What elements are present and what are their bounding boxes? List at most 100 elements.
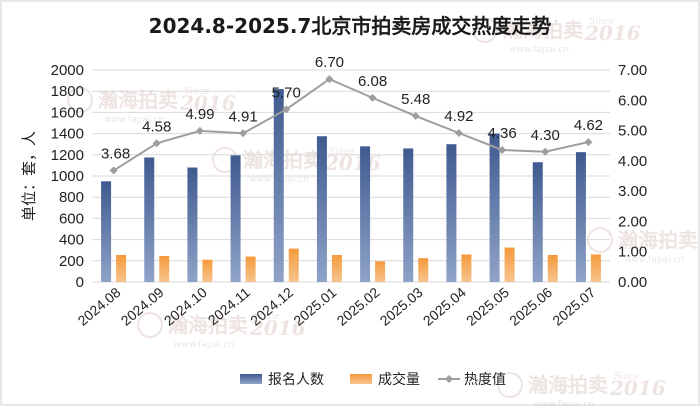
heat-value-label: 6.08	[358, 73, 387, 90]
bar-deals	[418, 258, 429, 282]
watermark-year: 2016	[179, 91, 236, 115]
bar-applicants	[144, 157, 155, 282]
heat-value-label: 4.58	[142, 118, 171, 135]
bar-deals	[461, 254, 472, 282]
y-left-tick-label: 800	[59, 189, 84, 206]
watermark-url: www.fapai.cn	[624, 255, 684, 265]
y-right-tick-label: 1.00	[618, 244, 647, 261]
watermark-url: www.fapai.cn	[509, 45, 569, 55]
legend: 报名人数 成交量 热度值	[240, 371, 506, 388]
bar-applicants	[489, 133, 500, 282]
y-axis-left-ticks: 0 200 400 600 800 1000 1200 1400 1600 1800 2000	[51, 62, 84, 291]
bar-deals	[202, 259, 213, 282]
heat-point	[454, 128, 463, 137]
bar-deals	[116, 254, 127, 282]
bar-applicants	[230, 155, 241, 282]
heat-point	[541, 147, 550, 156]
heat-point	[325, 75, 334, 84]
y-axis-label: 单位：套，人	[20, 131, 38, 221]
watermark-brand: 瀚海拍卖	[503, 18, 583, 42]
watermark-since: Since	[329, 147, 354, 157]
watermark-since: Since	[589, 17, 614, 27]
legend-label-heat: 热度值	[464, 372, 506, 388]
y-right-tick-label: 7.00	[618, 62, 647, 79]
watermark-since: Since	[254, 312, 279, 322]
heat-point	[368, 93, 377, 102]
y-right-tick-label: 4.00	[618, 153, 647, 170]
bar-deals	[590, 254, 601, 282]
y-right-tick-label: 6.00	[618, 92, 647, 109]
watermark-seal-icon	[472, 17, 498, 43]
heat-value-label: 5.70	[272, 84, 301, 101]
heat-value-label: 4.30	[531, 127, 560, 144]
watermark-year: 2016	[609, 376, 666, 400]
y-right-tick-label: 2.00	[618, 213, 647, 230]
watermark-seal-icon	[137, 312, 163, 338]
bar-applicants	[532, 162, 543, 282]
heat-line-path	[113, 77, 589, 172]
y-left-tick-label: 200	[59, 253, 84, 270]
watermark-year: 2016	[249, 316, 306, 340]
heat-point	[109, 166, 118, 175]
bar-deals	[159, 256, 170, 282]
watermark-layer: 瀚海拍卖Since2016www.fapai.cn瀚海拍卖Since2016ww…	[67, 17, 700, 406]
gridlines	[92, 69, 610, 283]
y-left-tick-label: 400	[59, 232, 84, 249]
heat-line: 3.68 4.58 4.99 4.91 5.70 6.70 6.08 5.48 4.92 4.36…	[101, 54, 603, 175]
y-left-tick-label: 2000	[51, 62, 84, 79]
y-right-tick-label: 5.00	[618, 123, 647, 140]
heat-value-label: 5.48	[401, 91, 430, 108]
bar-applicants	[575, 152, 586, 282]
y-right-tick-label: 3.00	[618, 183, 647, 200]
watermark-year: 2016	[584, 21, 641, 45]
watermark-url: www.fapai.cn	[174, 340, 234, 350]
heat-value-label: 4.36	[487, 125, 516, 142]
legend-label-deals: 成交量	[378, 371, 420, 388]
bar-deals	[547, 254, 558, 282]
bars	[101, 89, 601, 282]
watermark-brand: 瀚海拍卖	[528, 373, 608, 397]
y-left-tick-label: 0	[76, 274, 84, 291]
y-right-tick-label: 0.00	[618, 274, 647, 291]
y-left-tick-label: 1000	[51, 168, 84, 185]
watermark-brand: 瀚海拍卖	[618, 228, 698, 252]
heat-point	[584, 138, 593, 147]
heat-value-label: 3.68	[101, 146, 130, 163]
legend-swatch-applicants	[240, 374, 262, 384]
watermark-brand: 瀚海拍卖	[168, 313, 248, 337]
heat-value-label: 4.92	[444, 108, 473, 125]
y-left-tick-label: 1600	[51, 104, 84, 121]
heat-value-label: 4.62	[574, 117, 603, 134]
heat-value-label: 6.70	[315, 54, 344, 71]
watermark-seal-icon	[67, 87, 93, 113]
bar-deals	[375, 261, 386, 282]
chart-title: 2024.8-2025.7北京市拍卖房成交热度走势	[149, 14, 552, 38]
heat-point	[195, 126, 204, 135]
heat-point	[282, 105, 291, 114]
heat-point	[152, 139, 161, 148]
watermark-since: Since	[184, 87, 209, 97]
watermark-seal-icon	[497, 372, 523, 398]
heat-value-label: 4.91	[228, 108, 257, 125]
y-left-tick-label: 1800	[51, 83, 84, 100]
watermark-url: www.fapai.cn	[534, 400, 594, 406]
heat-point	[498, 145, 507, 154]
bar-applicants	[187, 167, 198, 282]
heat-point	[411, 112, 420, 121]
y-left-tick-label: 600	[59, 210, 84, 227]
legend-label-applicants: 报名人数	[268, 372, 324, 388]
heat-value-label: 4.99	[185, 106, 214, 123]
bar-applicants	[273, 89, 284, 282]
bar-applicants	[446, 144, 457, 282]
bar-deals	[245, 256, 256, 282]
bar-deals	[288, 248, 299, 282]
bar-deals	[504, 247, 515, 282]
legend-swatch-heat-marker	[445, 375, 453, 383]
